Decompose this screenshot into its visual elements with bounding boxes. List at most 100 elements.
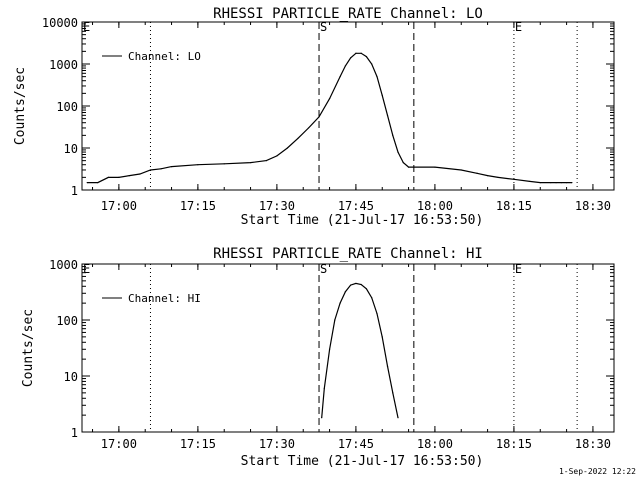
x-tick-label: 17:00 (101, 437, 137, 451)
y-axis-label: Counts/sec (21, 309, 36, 387)
data-point (386, 114, 389, 116)
data-point (407, 166, 410, 168)
data-point (550, 182, 552, 184)
x-tick-label: 18:15 (496, 437, 532, 451)
data-point (97, 182, 99, 184)
data-point (571, 182, 573, 184)
x-tick-label: 18:30 (575, 437, 611, 451)
data-point (565, 182, 568, 184)
x-tick-label: 18:30 (575, 199, 611, 213)
marker-label: E (83, 20, 90, 34)
data-point (318, 116, 320, 118)
data-point (265, 160, 267, 162)
chart-panel-2: RHESSI PARTICLE_RATE Channel: HI 17:00 17:… (21, 246, 615, 469)
data-point (350, 57, 352, 59)
data-point (397, 417, 399, 419)
data-point (560, 182, 562, 184)
data-point (392, 392, 394, 394)
data-point (350, 284, 352, 286)
data-point (286, 147, 289, 149)
x-tick-label: 18:00 (417, 437, 453, 451)
data-point (276, 155, 278, 157)
data-point (323, 387, 325, 390)
x-tick-label: 17:30 (259, 437, 295, 451)
data-point (128, 175, 131, 177)
x-axis-label: Start Time (21-Jul-17 16:53:50) (241, 213, 484, 228)
marker-label: E (515, 20, 522, 34)
data-point (321, 417, 323, 419)
y-tick-label: 1000 (49, 58, 78, 72)
data-point (344, 65, 346, 67)
chart-panel-1: RHESSI PARTICLE_RATE Channel: LO 17:00 17:… (13, 6, 615, 228)
marker-label: E (515, 262, 522, 276)
series-line (321, 282, 399, 418)
y-tick-label: 1000 (49, 258, 78, 272)
data-point (339, 76, 341, 78)
data-point (107, 176, 109, 178)
x-tick-label: 17:45 (338, 199, 374, 213)
footer-date: 1-Sep-2022 12:22 (559, 467, 636, 476)
x-tick-label: 17:00 (101, 199, 137, 213)
data-point (529, 180, 531, 183)
data-point (376, 76, 378, 78)
marker-label: S (320, 262, 327, 276)
series-line (87, 52, 572, 184)
data-point (339, 302, 341, 304)
x-tick-label: 17:15 (180, 199, 216, 213)
y-axis-label: Counts/sec (13, 67, 28, 145)
chart-title: RHESSI PARTICLE_RATE Channel: LO (213, 6, 483, 22)
y-tick-label: 100 (56, 100, 78, 114)
data-point (160, 168, 162, 170)
legend-entry: Channel: LO (128, 50, 201, 63)
data-point (397, 151, 399, 153)
data-point (86, 182, 88, 184)
data-point (381, 336, 383, 338)
data-point (376, 313, 378, 315)
data-point (365, 288, 368, 290)
x-axis-label: Start Time (21-Jul-17 16:53:50) (241, 454, 484, 469)
x-tick-label: 18:00 (417, 199, 453, 213)
data-point (344, 291, 346, 293)
data-point (334, 319, 336, 321)
data-point (223, 163, 225, 165)
data-point (170, 166, 173, 168)
data-point (539, 182, 541, 184)
plot-frame (81, 21, 615, 191)
marker-label: E (83, 262, 90, 276)
data-point (555, 182, 557, 184)
chart-title: RHESSI PARTICLE_RATE Channel: HI (213, 246, 483, 262)
y-tick-label: 10000 (42, 16, 78, 30)
data-point (434, 166, 436, 168)
data-point (297, 137, 299, 139)
y-tick-label: 10 (64, 142, 78, 156)
data-point (371, 297, 373, 299)
y-tick-label: 10 (64, 370, 78, 384)
data-point (328, 98, 331, 100)
y-tick-label: 1 (71, 184, 78, 198)
x-tick-label: 17:45 (338, 437, 374, 451)
data-point (139, 173, 141, 175)
data-point (392, 134, 394, 136)
data-point (360, 283, 362, 286)
data-point (402, 161, 404, 164)
data-point (355, 282, 357, 285)
marker-label: S (320, 20, 327, 34)
y-tick-label: 1 (71, 426, 78, 440)
data-point (381, 94, 383, 96)
data-point (355, 52, 357, 54)
data-point (197, 164, 199, 166)
data-point (497, 176, 499, 178)
data-point (328, 348, 331, 350)
data-point (371, 63, 373, 65)
data-point (118, 176, 120, 178)
data-point (360, 52, 362, 54)
x-tick-label: 17:30 (259, 199, 295, 213)
data-point (386, 365, 389, 367)
data-point (460, 169, 462, 171)
y-tick-label: 100 (56, 314, 78, 328)
data-point (249, 161, 252, 164)
x-tick-label: 17:15 (180, 437, 216, 451)
data-point (476, 172, 478, 174)
data-point (307, 127, 310, 129)
